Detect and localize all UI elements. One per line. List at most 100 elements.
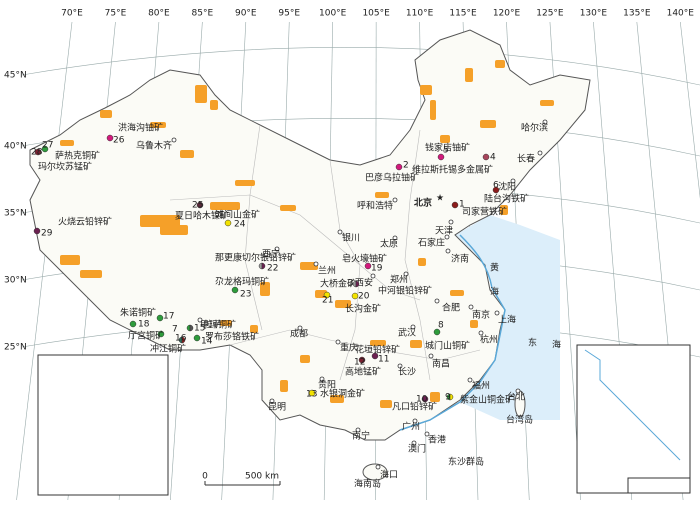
city-dot	[542, 119, 548, 125]
deposit-marker	[129, 320, 137, 328]
inset-title-box	[627, 477, 691, 494]
deposit-number: 17	[163, 312, 174, 322]
deposit-name: 尕龙格玛铜矿	[215, 276, 269, 288]
city-label: 西安	[355, 277, 373, 289]
exploration-area	[430, 392, 440, 402]
city-label: 哈尔滨	[521, 122, 548, 134]
exploration-area	[370, 340, 386, 346]
deposit-marker	[482, 153, 490, 161]
labels: 70°E 75°E 80°E 85°E 90°E 95°E 100°E 105°E 110°E 1…	[4, 9, 694, 492]
deposit-marker	[308, 389, 316, 397]
deposit-name: 玛尔坎苏锰矿	[38, 161, 92, 173]
lat-label: 45°N	[4, 71, 27, 81]
exploration-area	[380, 400, 392, 408]
deposit-name: 大桥金矿	[320, 278, 356, 290]
deposit-number: 20	[358, 292, 370, 302]
deposit-marker	[186, 324, 191, 332]
capital-star: ★	[436, 194, 444, 204]
deposit-marker	[371, 352, 379, 360]
deposit-number: 11	[378, 355, 389, 365]
city-dot	[375, 464, 381, 470]
city-label: 昆明	[268, 402, 286, 413]
city-dot	[445, 248, 451, 254]
exploration-area	[375, 192, 389, 198]
city-label: 西宁	[262, 248, 280, 260]
city-label: 太原	[380, 238, 398, 250]
deposit-number: 15	[194, 324, 205, 334]
sea-label: 海	[490, 286, 499, 298]
deposit-number: 18	[138, 320, 150, 330]
exploration-area	[430, 100, 436, 120]
exploration-area	[470, 320, 478, 328]
city-label: 呼和浩特	[357, 200, 393, 212]
deposit-marker	[193, 334, 201, 342]
deposit-marker	[156, 314, 164, 322]
city-dot	[428, 353, 434, 359]
deposit-name: 甲玛铜矿	[200, 319, 236, 331]
deposit-number: 25	[192, 201, 203, 211]
lon-label: 140°E	[667, 9, 695, 19]
deposit-marker	[41, 145, 49, 153]
deposit-number: 12	[354, 358, 365, 368]
sea	[455, 215, 560, 420]
city-dot	[515, 388, 521, 394]
deposit-name: 高地锰矿	[345, 366, 381, 378]
city-label: 沈阳	[498, 181, 516, 193]
city-dot	[448, 219, 454, 225]
deposit-number: 5	[443, 146, 449, 156]
lon-label: 130°E	[580, 9, 608, 19]
city-label: 天津	[435, 226, 453, 237]
exploration-area	[330, 395, 344, 403]
deposit-name: 紫金山铜金矿	[460, 394, 514, 406]
exploration-area	[450, 290, 464, 296]
city-label: 长春	[517, 153, 535, 165]
exploration-area	[410, 340, 422, 348]
deposit-marker	[106, 134, 114, 142]
legend-box	[37, 354, 169, 496]
scale-label: 0	[202, 472, 208, 482]
coastline	[399, 234, 506, 431]
deposit-number: 26	[113, 136, 125, 146]
deposit-number: 9	[445, 393, 451, 403]
city-label: 南宁	[352, 430, 370, 442]
city-dot	[370, 273, 376, 279]
deposit-number: 24	[234, 220, 246, 230]
deposit-marker	[323, 291, 331, 299]
deposit-number: 29	[41, 229, 53, 239]
lat-label: 30°N	[4, 276, 27, 286]
exploration-area	[540, 100, 554, 106]
exploration-area	[300, 355, 310, 363]
exploration-areas	[60, 60, 554, 408]
city-dot	[355, 427, 361, 433]
deposit-number: 8	[438, 321, 444, 331]
city-dot	[335, 339, 341, 345]
lon-label: 85°E	[192, 9, 214, 19]
inset-box	[576, 344, 691, 494]
deposit-name: 司家营铁矿	[462, 206, 507, 218]
deposit-marker	[433, 328, 441, 336]
deposit-name: 厅宫铜矿	[128, 330, 164, 342]
city-dot	[467, 377, 473, 383]
lat-label: 40°N	[4, 142, 27, 152]
city-dot	[397, 363, 403, 369]
deposit-marker	[358, 356, 366, 364]
city-dot	[410, 324, 416, 330]
deposit-number: 27	[42, 141, 53, 151]
city-label: 海口	[380, 469, 398, 481]
city-dot	[313, 261, 319, 267]
deposit-marker	[224, 219, 232, 227]
city-label: 郑州	[390, 274, 408, 286]
deposit-number: 7	[172, 325, 178, 335]
city-dot	[392, 235, 398, 241]
deposit-number: 3	[348, 279, 354, 289]
exploration-area	[210, 100, 218, 110]
city-label: 石家庄	[418, 237, 445, 249]
deposit-name: 中河银铅锌矿	[378, 285, 432, 297]
island-label: 海南岛	[354, 478, 381, 490]
china-outline	[29, 29, 591, 441]
deposit-marker	[34, 148, 42, 156]
city-label: 台北	[507, 391, 525, 403]
meridian	[16, 21, 73, 501]
deposit-marker	[181, 336, 186, 344]
lon-label: 100°E	[319, 9, 347, 19]
